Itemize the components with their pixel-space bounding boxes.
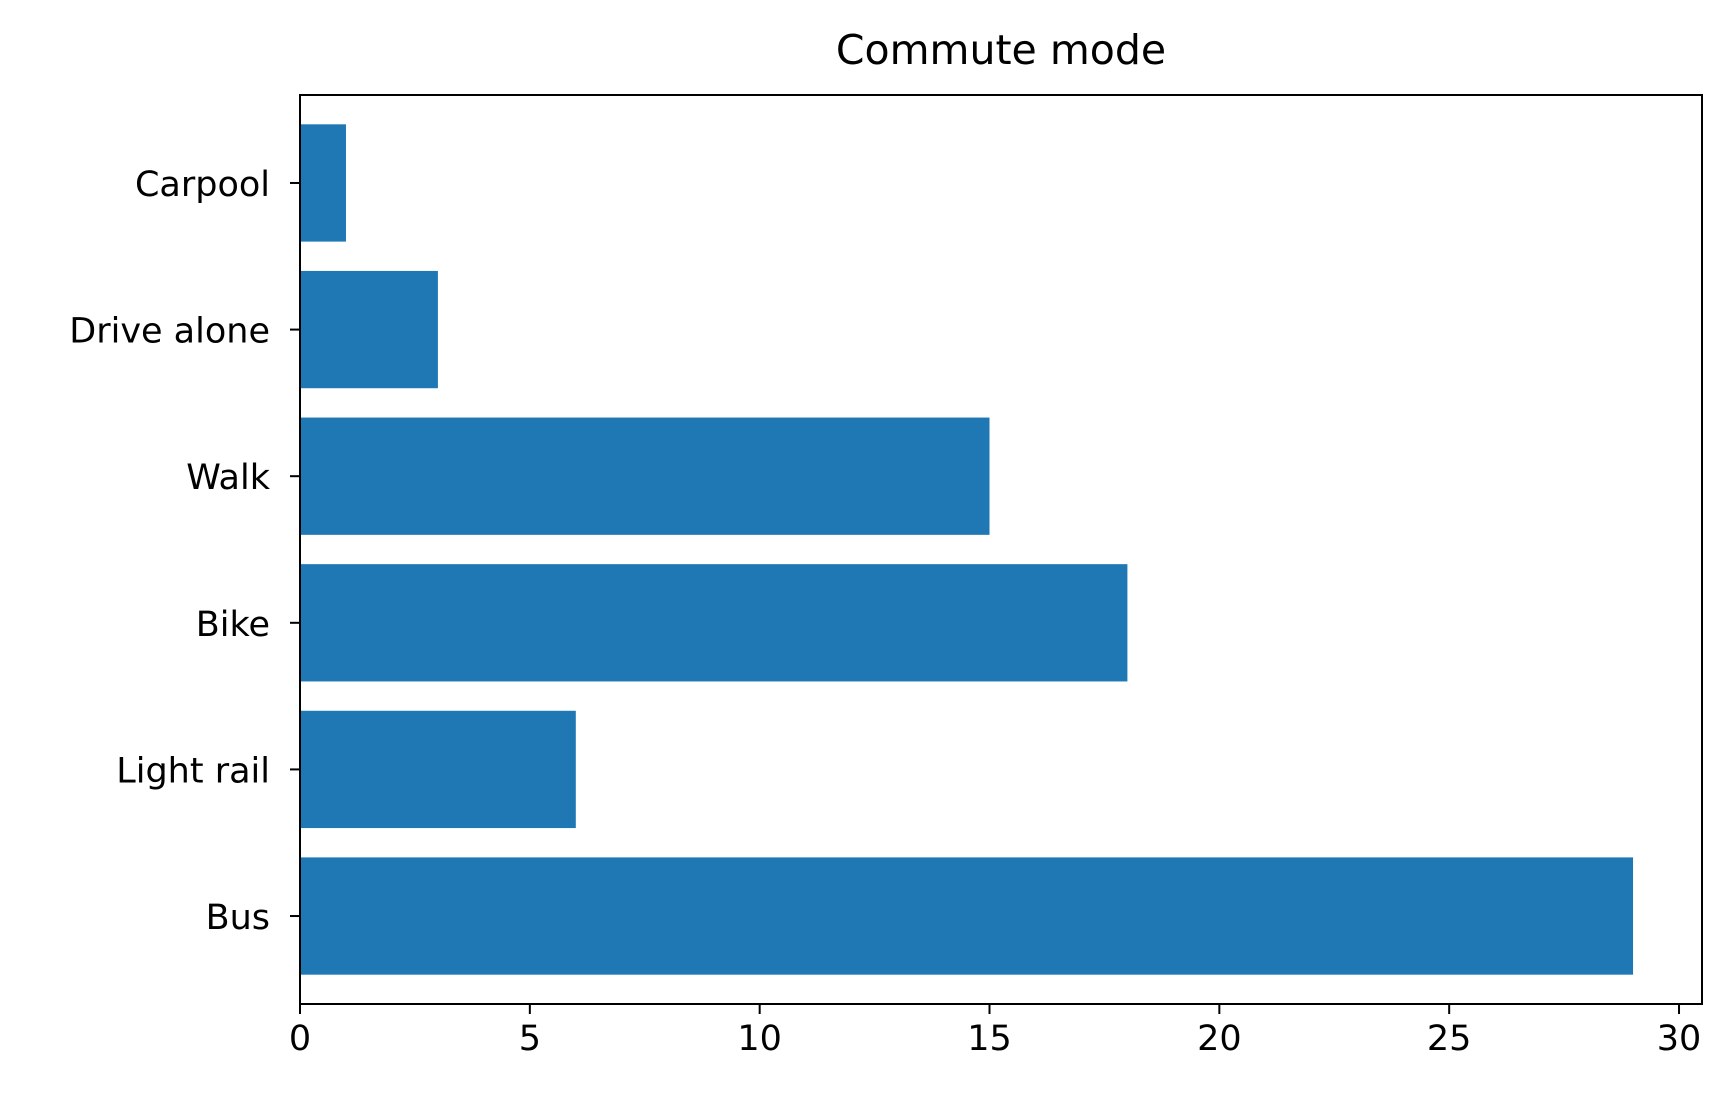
bar-drive-alone (300, 270, 438, 389)
bar-walk (300, 417, 990, 535)
x-tick-label: 10 (737, 1019, 782, 1059)
y-tick-label: Bus (206, 898, 270, 938)
y-tick-label: Walk (186, 458, 271, 498)
x-tick-label: 25 (1427, 1019, 1472, 1059)
x-tick-label: 15 (967, 1019, 1012, 1059)
y-tick-label: Bike (196, 605, 270, 645)
x-tick-label: 20 (1197, 1019, 1242, 1059)
chart-title: Commute mode (836, 26, 1166, 74)
axes-layer: 0 5 10 15 20 25 30 Bus Light rail Bike Walk Drive a… (69, 94, 1703, 1059)
x-tick-label: 30 (1657, 1019, 1702, 1059)
bar-bus (300, 857, 1634, 975)
bar-carpool (300, 124, 346, 242)
y-tick-label: Carpool (135, 165, 270, 205)
y-tick-label: Drive alone (69, 312, 270, 352)
x-tick-label: 0 (289, 1019, 311, 1059)
bar-bike (300, 564, 1128, 682)
bar-light-rail (300, 710, 576, 829)
plot-frame (299, 94, 1703, 1005)
y-tick-label: Light rail (116, 751, 270, 791)
bars-layer (300, 124, 1634, 975)
x-tick-label: 5 (519, 1019, 541, 1059)
